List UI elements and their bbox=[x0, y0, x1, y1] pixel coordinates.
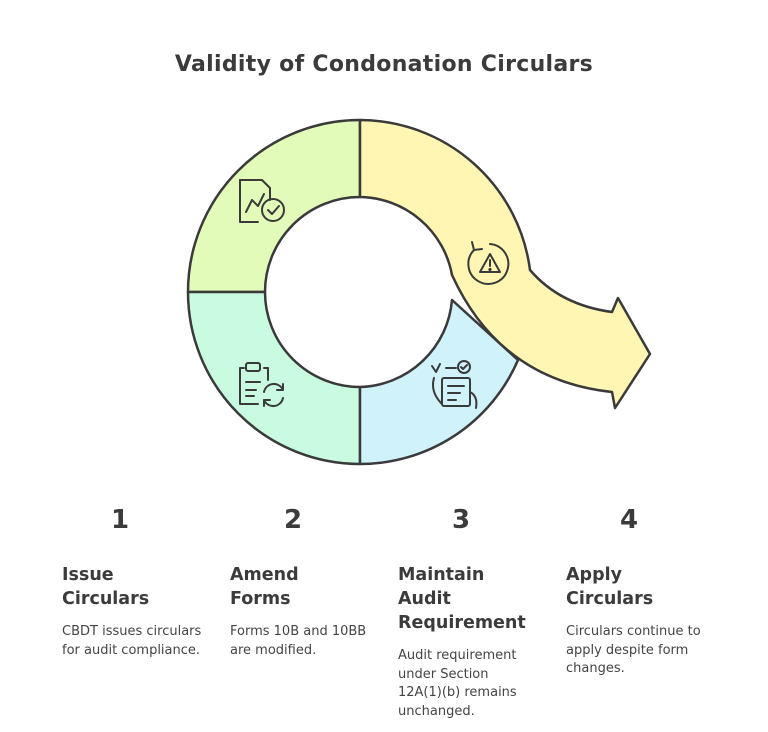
step-description: Circulars continue to apply despite form… bbox=[566, 624, 701, 676]
step-number: 3 bbox=[451, 505, 471, 535]
diagram-title: Validity of Condonation Circulars bbox=[174, 52, 594, 77]
segment-amend-forms bbox=[186, 290, 362, 466]
step-title: Issue Circulars bbox=[62, 565, 150, 609]
step-title: Maintain Audit Requirement bbox=[398, 565, 526, 633]
step-maintain-audit-requirement: 3 Maintain Audit Requirement Audit requi… bbox=[398, 505, 558, 721]
step-description: CBDT issues circulars for audit complian… bbox=[62, 624, 202, 658]
cycle-diagram bbox=[186, 118, 652, 466]
step-number: 1 bbox=[110, 505, 130, 535]
step-number: 2 bbox=[283, 505, 303, 535]
step-number: 4 bbox=[619, 505, 639, 535]
segment-apply-circulars bbox=[358, 118, 652, 410]
step-issue-circulars: 1 Issue Circulars CBDT issues circulars … bbox=[62, 505, 222, 660]
segment-issue-circulars bbox=[186, 118, 362, 294]
step-apply-circulars: 4 Apply Circulars Circulars continue to … bbox=[566, 505, 726, 679]
hand-checklist-icon bbox=[431, 360, 478, 409]
step-description: Audit requirement under Section 12A(1)(b… bbox=[398, 648, 517, 719]
segment-maintain-audit bbox=[358, 298, 520, 466]
rotate-warning-icon bbox=[467, 241, 510, 285]
clipboard-refresh-icon bbox=[239, 362, 284, 408]
step-description: Forms 10B and 10BB are modified. bbox=[230, 624, 367, 658]
step-amend-forms: 2 Amend Forms Forms 10B and 10BB are mod… bbox=[230, 505, 390, 660]
document-chart-check-icon bbox=[239, 179, 285, 223]
step-title: Apply Circulars bbox=[566, 565, 654, 609]
step-title: Amend Forms bbox=[230, 565, 299, 609]
